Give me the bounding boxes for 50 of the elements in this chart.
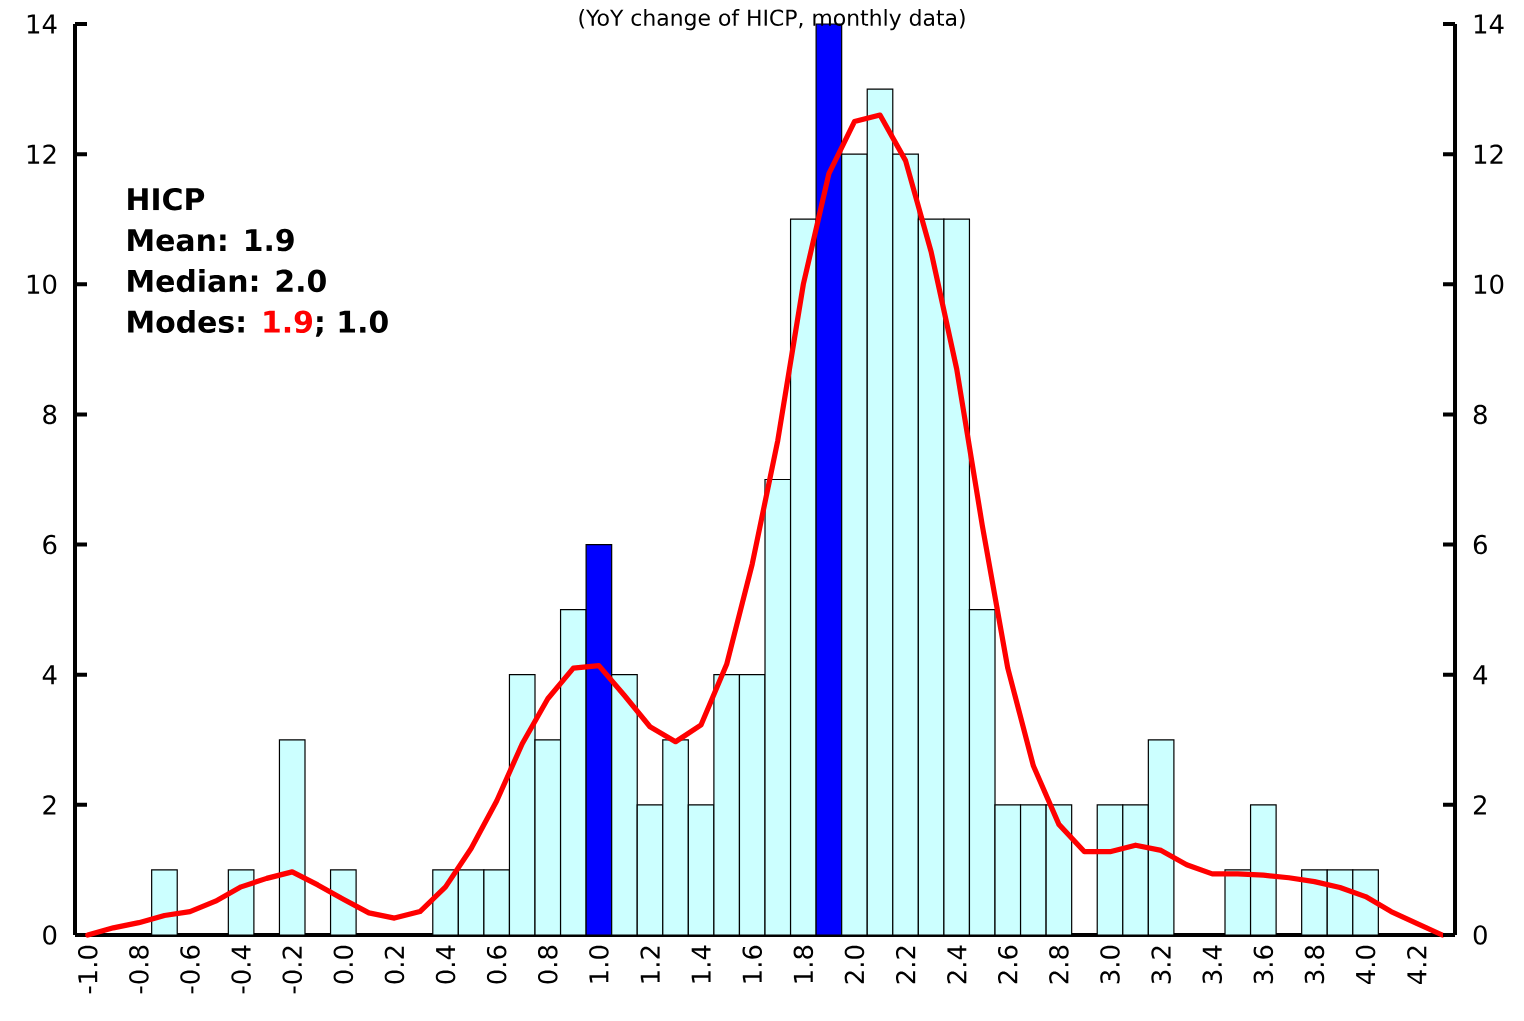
x-tick-label: 3.4	[1202, 945, 1223, 984]
x-tick-label: -0.4	[231, 945, 251, 994]
annotation: HICP	[128, 187, 205, 211]
y-tick-label: 4	[1473, 665, 1488, 685]
x-tick-label: 3.8	[1304, 945, 1325, 984]
y-tick-label: 10	[1474, 274, 1504, 295]
x-tick-label: 0.2	[384, 946, 405, 984]
annotation: Mean: 1.9	[128, 228, 294, 252]
y2-tick-label: 12	[27, 144, 56, 164]
x-tick-label: 1.0	[589, 945, 609, 983]
annotation: 1.9	[264, 310, 313, 334]
chart-subtitle: (YoY change of HICP, monthly data)	[579, 9, 965, 31]
y-tick-label: 0	[1473, 925, 1487, 945]
x-tick-label: 4.0	[1355, 945, 1376, 984]
x-tick-label: 2.6	[998, 945, 1018, 984]
x-tick-label: -0.6	[180, 945, 200, 994]
y-tick-label: 12	[1474, 144, 1503, 164]
annotation: Median: 2.0	[128, 269, 326, 293]
x-tick-label: 2.4	[947, 945, 967, 984]
y2-tick-label: 2	[43, 795, 56, 815]
x-tick-label: 0.0	[333, 945, 354, 984]
x-tick-label: 0.6	[486, 945, 507, 984]
x-tick-label: 3.6	[1253, 945, 1274, 984]
y-tick-label: 14	[1474, 14, 1504, 34]
x-tick-label: 1.4	[691, 945, 711, 983]
y-tick-label: 2	[1473, 795, 1486, 815]
x-tick-label: -1.0	[77, 945, 98, 994]
x-tick-label: 0.4	[435, 945, 456, 984]
x-tick-label: -0.8	[129, 945, 149, 994]
x-tick-label: -0.2	[282, 946, 303, 994]
x-tick-label: 0.8	[537, 945, 558, 984]
y2-tick-label: 0	[43, 925, 57, 945]
x-tick-label: 2.8	[1049, 945, 1069, 984]
x-tick-label: 3.0	[1100, 945, 1120, 984]
x-tick-label: 2.0	[844, 945, 865, 984]
y2-tick-label: 6	[43, 534, 57, 555]
y2-tick-label: 10	[27, 274, 57, 295]
x-tick-label: 3.2	[1151, 946, 1171, 984]
x-tick-label: 1.2	[640, 946, 660, 983]
x-tick-label: 2.2	[895, 946, 916, 984]
x-tick-label: 1.8	[793, 945, 814, 983]
y2-tick-label: 4	[42, 665, 57, 685]
annotation: ; 1.0	[315, 310, 388, 337]
x-tick-label: 4.2	[1407, 946, 1427, 984]
x-tick-label: 1.6	[742, 945, 763, 983]
y2-tick-label: 14	[27, 14, 57, 34]
annotation: Modes:	[128, 309, 244, 334]
y2-tick-label: 8	[43, 404, 57, 425]
y-tick-label: 8	[1473, 404, 1487, 425]
y-tick-label: 6	[1473, 534, 1487, 555]
